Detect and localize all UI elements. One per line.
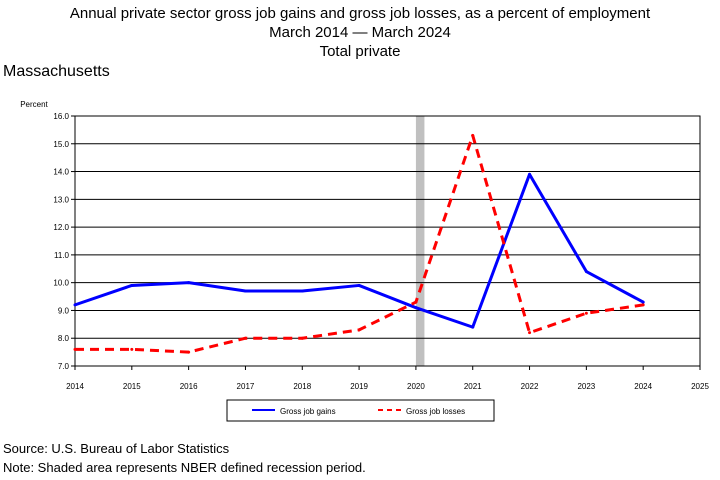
data-point-losses <box>243 336 247 340</box>
y-tick-label: 15.0 <box>53 140 69 149</box>
y-tick-label: 11.0 <box>54 251 70 260</box>
data-point-losses <box>357 328 361 332</box>
data-point-gains <box>130 283 134 287</box>
source-note: Source: U.S. Bureau of Labor Statistics <box>3 441 230 456</box>
data-point-gains <box>471 325 475 329</box>
data-point-gains <box>300 289 304 293</box>
data-point-gains <box>641 300 645 304</box>
chart-industry: Total private <box>319 43 401 60</box>
data-point-losses <box>528 331 532 335</box>
data-point-losses <box>187 350 191 354</box>
x-tick-label: 2024 <box>634 382 652 391</box>
series-line-losses <box>75 133 644 354</box>
chart-region: Massachusetts <box>3 63 110 80</box>
legend-label-gains: Gross job gains <box>280 407 336 416</box>
data-point-gains <box>414 306 418 310</box>
y-tick-label: 7.0 <box>58 362 70 371</box>
y-tick-label: 13.0 <box>53 195 69 204</box>
series-line-gains <box>74 172 644 329</box>
recession-note: Note: Shaded area represents NBER define… <box>3 460 366 475</box>
data-point-gains <box>187 281 191 285</box>
data-point-gains <box>73 303 77 307</box>
y-tick-label: 8.0 <box>58 334 70 343</box>
data-point-losses <box>641 303 645 307</box>
x-tick-label: 2014 <box>66 382 84 391</box>
data-point-losses <box>300 336 304 340</box>
data-point-gains <box>584 270 588 274</box>
x-tick-label: 2018 <box>293 382 311 391</box>
y-tick-label: 9.0 <box>58 306 70 315</box>
data-point-gains <box>243 289 247 293</box>
x-tick-label: 2022 <box>521 382 539 391</box>
recession-shading <box>415 116 425 366</box>
y-tick-label: 14.0 <box>53 168 69 177</box>
x-tick-label: 2023 <box>577 382 595 391</box>
x-tick-label: 2019 <box>350 382 368 391</box>
x-tick-label: 2016 <box>180 382 198 391</box>
x-tick-label: 2025 <box>691 382 709 391</box>
plot-frame <box>74 115 701 367</box>
data-point-losses <box>584 311 588 315</box>
x-tick-label: 2021 <box>464 382 482 391</box>
x-tick-label: 2020 <box>407 382 425 391</box>
data-point-losses <box>414 300 418 304</box>
data-point-losses <box>471 133 475 137</box>
y-axis-label: Percent <box>20 100 48 109</box>
data-point-gains <box>357 283 361 287</box>
x-tick-label: 2015 <box>123 382 141 391</box>
y-tick-label: 12.0 <box>53 223 69 232</box>
legend-box <box>226 399 495 422</box>
x-tick-label: 2017 <box>237 382 255 391</box>
y-tick-label: 16.0 <box>53 112 69 121</box>
chart-date-range: March 2014 — March 2024 <box>269 24 451 41</box>
chart-title: Annual private sector gross job gains an… <box>69 5 651 22</box>
data-point-losses <box>73 347 77 351</box>
legend-label-losses: Gross job losses <box>406 407 465 416</box>
data-point-losses <box>130 347 134 351</box>
y-tick-label: 10.0 <box>53 279 69 288</box>
data-point-gains <box>528 172 532 176</box>
